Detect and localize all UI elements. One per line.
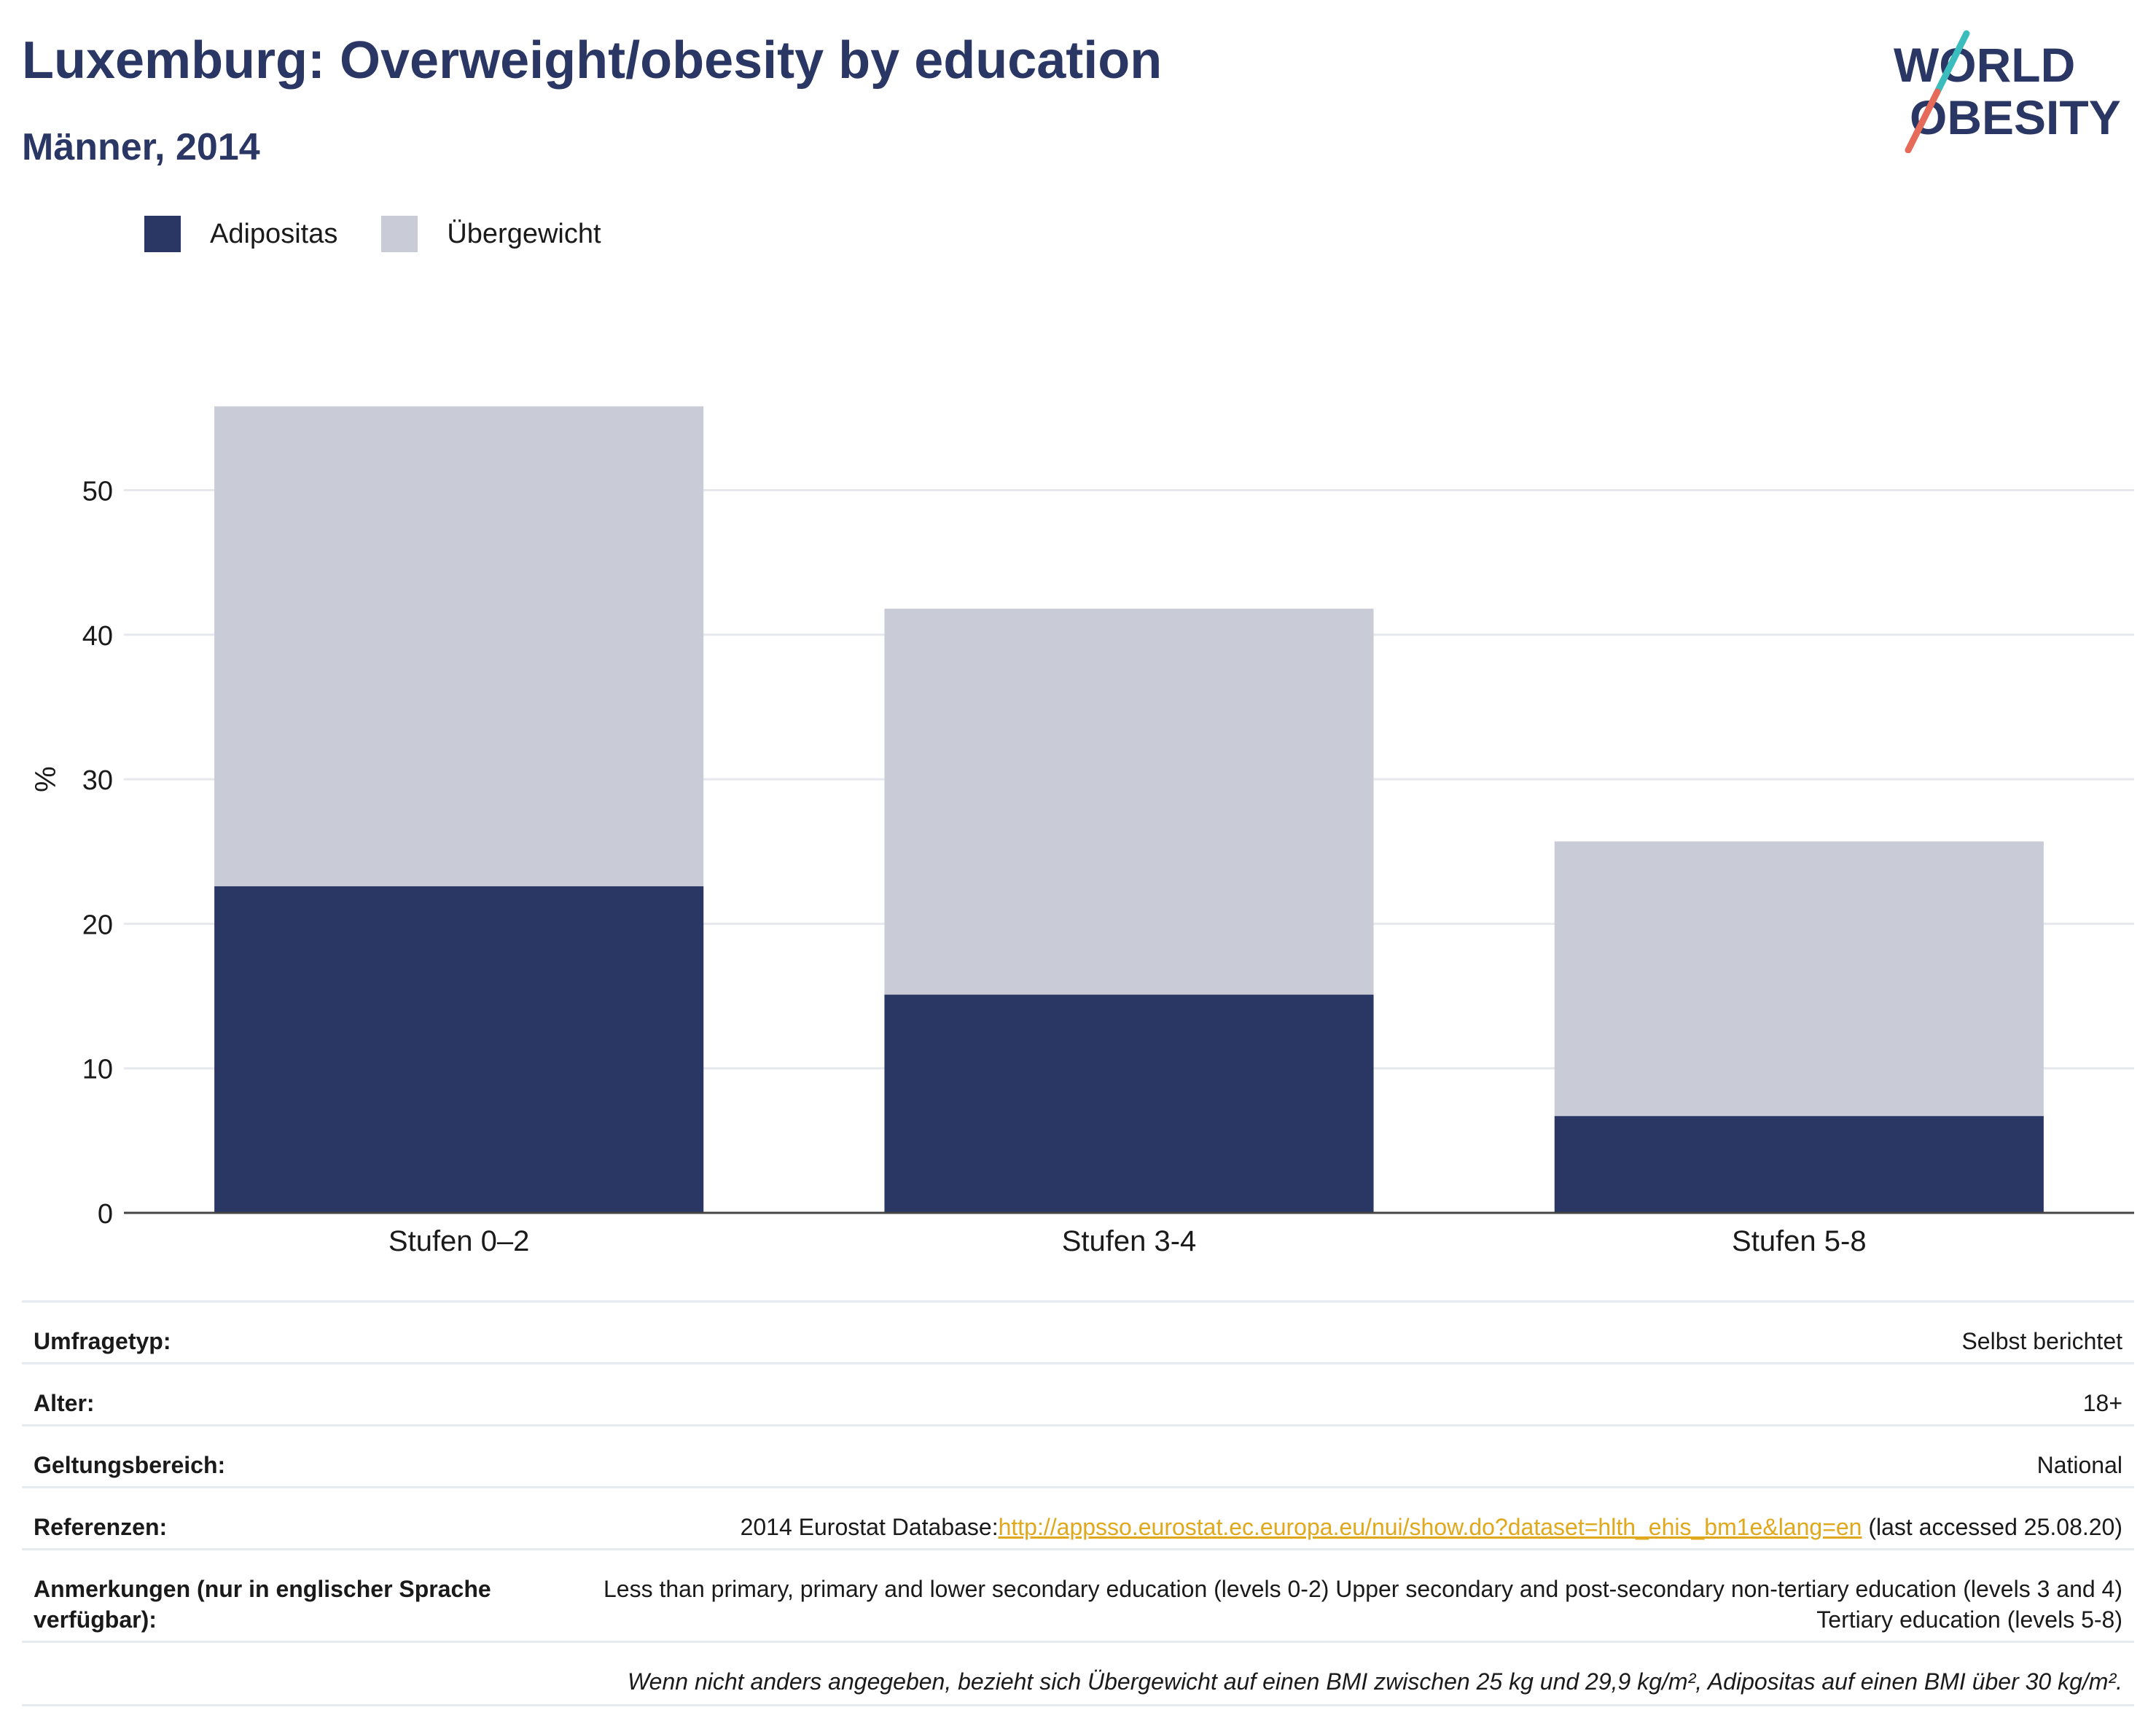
logo-line2: OBESITY xyxy=(1910,90,2121,144)
legend-swatch-adipositas xyxy=(144,216,181,252)
bar-chart: 0 10 20 30 40 50% Stufen 0–2 Stufen 3-4 Stufen 5… xyxy=(30,406,2134,1257)
bar-uebergewicht xyxy=(1554,841,2044,1117)
y-tick-label: 0 xyxy=(98,1199,113,1230)
scope-value: National xyxy=(2036,1452,2122,1478)
x-tick-label: Stufen 3-4 xyxy=(1062,1225,1197,1257)
y-tick-label: 10 xyxy=(82,1055,113,1085)
references-link[interactable]: http://appsso.eurostat.ec.europa.eu/nui/… xyxy=(998,1514,1862,1540)
bmi-footnote: Wenn nicht anders angegeben, bezieht sic… xyxy=(628,1668,2122,1695)
meta-row-references: Referenzen: 2014 Eurostat Database:http:… xyxy=(22,1486,2134,1548)
references-value: 2014 Eurostat Database:http://appsso.eur… xyxy=(741,1512,2122,1542)
notes-label: Anmerkungen (nur in englischer Sprache v… xyxy=(34,1576,491,1633)
references-prefix: 2014 Eurostat Database: xyxy=(740,1514,999,1540)
legend-item-uebergewicht[interactable]: Übergewicht xyxy=(381,216,601,252)
survey-value: Selbst berichtet xyxy=(1961,1328,2122,1354)
world-obesity-logo: WORLD OBESITY xyxy=(1894,30,2121,153)
legend-item-adipositas[interactable]: Adipositas xyxy=(144,216,337,252)
y-tick-label: 20 xyxy=(82,910,113,940)
meta-row-survey: Umfragetyp: Selbst berichtet xyxy=(22,1300,2134,1362)
scope-label: Geltungsbereich: xyxy=(34,1452,226,1478)
page-title: Luxemburg: Overweight/obesity by educati… xyxy=(22,31,1163,90)
chart-legend: Adipositas Übergewicht xyxy=(144,216,645,252)
bar-adipositas xyxy=(214,886,704,1213)
meta-row-scope: Geltungsbereich: National xyxy=(22,1424,2134,1486)
meta-row-footnote: Wenn nicht anders angegeben, bezieht sic… xyxy=(22,1641,2134,1706)
survey-label: Umfragetyp: xyxy=(34,1328,171,1354)
references-label: Referenzen: xyxy=(34,1514,168,1540)
y-axis-label: % xyxy=(30,766,62,792)
age-value: 18+ xyxy=(2082,1390,2122,1416)
meta-row-age: Alter: 18+ xyxy=(22,1362,2134,1424)
y-tick-label: 40 xyxy=(82,621,113,652)
bar-uebergewicht xyxy=(214,406,704,886)
legend-swatch-uebergewicht xyxy=(381,216,418,252)
age-label: Alter: xyxy=(34,1390,95,1416)
bar-adipositas xyxy=(884,994,1374,1213)
notes-value: Less than primary, primary and lower sec… xyxy=(603,1576,2122,1633)
page-subtitle: Männer, 2014 xyxy=(22,126,260,168)
meta-row-notes: Anmerkungen (nur in englischer Sprache v… xyxy=(22,1548,2134,1641)
y-tick-label: 30 xyxy=(82,765,113,796)
references-suffix: (last accessed 25.08.20) xyxy=(1862,1514,2122,1540)
x-tick-label: Stufen 5-8 xyxy=(1732,1225,1867,1257)
metadata-table: Umfragetyp: Selbst berichtet Alter: 18+ … xyxy=(22,1300,2134,1706)
legend-label-adipositas: Adipositas xyxy=(210,218,338,249)
x-tick-label: Stufen 0–2 xyxy=(388,1225,530,1257)
bar-adipositas xyxy=(1554,1116,2044,1213)
bar-uebergewicht xyxy=(884,609,1374,995)
logo-line1: WORLD xyxy=(1894,38,2075,92)
y-tick-label: 50 xyxy=(82,477,113,507)
legend-label-uebergewicht: Übergewicht xyxy=(447,218,601,249)
